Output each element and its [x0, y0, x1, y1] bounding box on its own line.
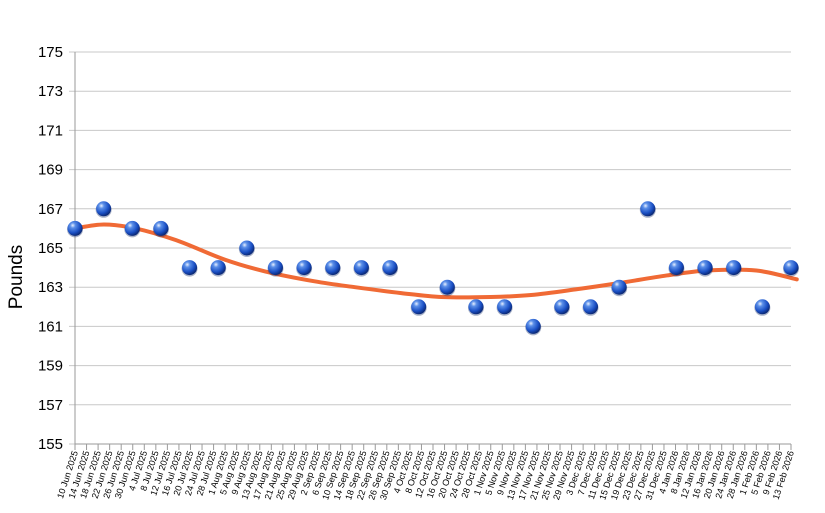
data-point-marker [583, 299, 599, 315]
data-point-marker [668, 260, 684, 276]
trendline [73, 222, 799, 300]
y-tick-label: 173 [38, 83, 63, 100]
data-points [67, 201, 799, 336]
data-point-marker [210, 260, 226, 276]
data-point-marker [267, 260, 283, 276]
data-point-marker [497, 299, 513, 315]
data-point-marker [468, 299, 484, 315]
data-point-marker [96, 201, 112, 217]
data-point [124, 220, 141, 238]
data-point-marker [382, 260, 398, 276]
data-point [639, 201, 656, 218]
data-point-marker [353, 260, 369, 276]
data-point [467, 299, 484, 316]
data-point [668, 260, 685, 277]
data-point-marker [124, 220, 140, 236]
data-point [267, 260, 284, 277]
data-point [553, 299, 570, 316]
data-point [152, 220, 169, 238]
data-point-marker [67, 220, 83, 236]
data-point [439, 279, 456, 297]
y-axis: 155 157 159 161 163 165 167 169 171 173 175 [38, 44, 76, 453]
data-point [525, 318, 542, 336]
data-point-marker [611, 279, 627, 295]
y-tick-label: 169 [38, 162, 63, 179]
trendline-path [73, 222, 799, 300]
data-point-marker [640, 201, 656, 217]
data-point [353, 260, 370, 277]
data-point [496, 299, 513, 316]
data-point-marker [697, 260, 713, 276]
data-point-marker [726, 260, 742, 276]
data-point [725, 260, 742, 277]
y-tick-label: 167 [38, 201, 63, 218]
data-point [410, 299, 427, 316]
data-point-marker [296, 260, 312, 276]
grid-lines [69, 51, 791, 445]
data-point [783, 260, 799, 277]
data-point [697, 260, 714, 277]
data-point [238, 240, 255, 257]
y-axis-label: Pounds [6, 245, 27, 309]
data-point [324, 260, 341, 277]
y-tick-label: 175 [38, 44, 63, 61]
data-point [754, 299, 771, 316]
y-tick-label: 163 [38, 279, 63, 296]
data-point [582, 299, 599, 316]
data-point [611, 279, 628, 297]
y-tick-label: 171 [38, 122, 63, 139]
data-point [210, 260, 227, 277]
y-tick-label: 157 [38, 397, 63, 414]
y-tick-label: 155 [38, 436, 63, 453]
data-point-marker [439, 279, 455, 295]
data-point [95, 201, 112, 218]
data-point-marker [411, 299, 427, 315]
y-tick-label: 161 [38, 318, 63, 335]
data-point-marker [554, 299, 570, 315]
data-point-marker [525, 318, 541, 334]
data-point-marker [153, 220, 169, 236]
data-point [181, 260, 198, 277]
data-point [67, 220, 83, 238]
data-point-marker [754, 299, 770, 315]
y-tick-label: 165 [38, 240, 63, 257]
data-point [382, 260, 399, 277]
data-point-marker [325, 260, 341, 276]
y-tick-label: 159 [38, 358, 63, 375]
data-point-marker [239, 240, 255, 256]
data-point-marker [182, 260, 198, 276]
data-point [296, 260, 313, 277]
data-point-marker [783, 260, 799, 276]
